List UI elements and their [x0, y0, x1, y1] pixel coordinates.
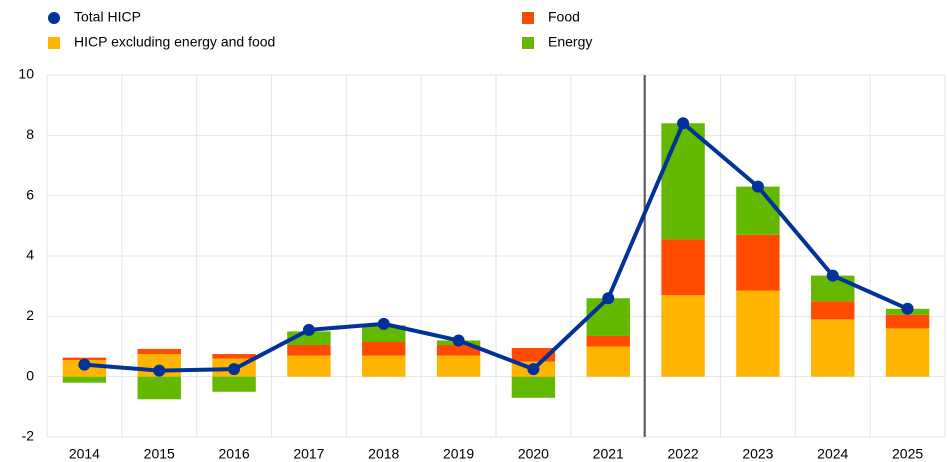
bar-segment — [137, 348, 181, 355]
bar-segment — [586, 298, 630, 336]
x-tick-label: 2016 — [219, 446, 250, 462]
x-tick-label: 2017 — [293, 446, 324, 462]
bar-segment — [586, 335, 630, 347]
x-tick-label: 2023 — [742, 446, 773, 462]
x-tick-label: 2021 — [593, 446, 624, 462]
line-point — [452, 334, 465, 347]
bar-segment — [811, 319, 855, 377]
x-tick-label: 2025 — [892, 446, 923, 462]
bar-segment — [287, 355, 331, 377]
bar-segment — [287, 344, 331, 356]
y-tick-label: 0 — [26, 367, 34, 383]
line-point — [826, 269, 839, 282]
legend-label: Food — [548, 9, 580, 25]
line-point — [302, 323, 315, 336]
bar-segment — [736, 186, 780, 235]
bar-segment — [436, 355, 481, 377]
line-point — [901, 302, 914, 315]
bar-segment — [811, 301, 855, 320]
legend-marker — [48, 37, 60, 49]
bar-segment — [137, 376, 181, 400]
bar-segment — [212, 354, 256, 359]
line-point — [228, 363, 241, 376]
bar-segment — [661, 295, 705, 377]
line-point — [751, 180, 764, 193]
bar-segment — [436, 344, 481, 356]
line-point — [602, 292, 615, 305]
legend-marker — [522, 12, 534, 24]
line-point — [677, 117, 690, 130]
y-tick-label: 2 — [26, 307, 34, 323]
y-tick-label: 4 — [26, 247, 34, 263]
x-tick-label: 2019 — [443, 446, 474, 462]
bar-segment — [885, 328, 930, 377]
y-tick-label: 8 — [26, 126, 34, 142]
bar-segment — [212, 376, 256, 392]
x-tick-label: 2024 — [817, 446, 848, 462]
bar-segment — [586, 346, 630, 377]
x-tick-label: 2014 — [69, 446, 100, 462]
bar-segment — [661, 239, 705, 296]
bar-segment — [736, 234, 780, 291]
y-tick-label: 6 — [26, 186, 34, 202]
bar-segment — [62, 376, 107, 383]
legend-label: HICP excluding energy and food — [74, 34, 275, 50]
x-tick-label: 2018 — [368, 446, 399, 462]
legend-marker — [48, 12, 60, 24]
y-tick-label: 10 — [18, 66, 34, 82]
bar-segment — [885, 314, 930, 329]
legend-label: Energy — [548, 34, 592, 50]
line-point — [78, 358, 91, 371]
line-point — [153, 364, 166, 377]
bar-segment — [736, 290, 780, 377]
x-tick-label: 2022 — [668, 446, 699, 462]
y-tick-label: -2 — [22, 428, 35, 444]
line-point — [377, 317, 390, 330]
legend-label: Total HICP — [74, 9, 141, 25]
bar-segment — [362, 355, 406, 377]
line — [84, 121, 909, 373]
legend-marker — [522, 37, 534, 49]
bar-segment — [661, 123, 705, 240]
bar-segment — [362, 341, 406, 356]
x-tick-label: 2015 — [144, 446, 175, 462]
x-tick-label: 2020 — [518, 446, 549, 462]
bar-segment — [362, 325, 406, 342]
line-point — [527, 363, 540, 376]
bar-segment — [511, 376, 556, 398]
